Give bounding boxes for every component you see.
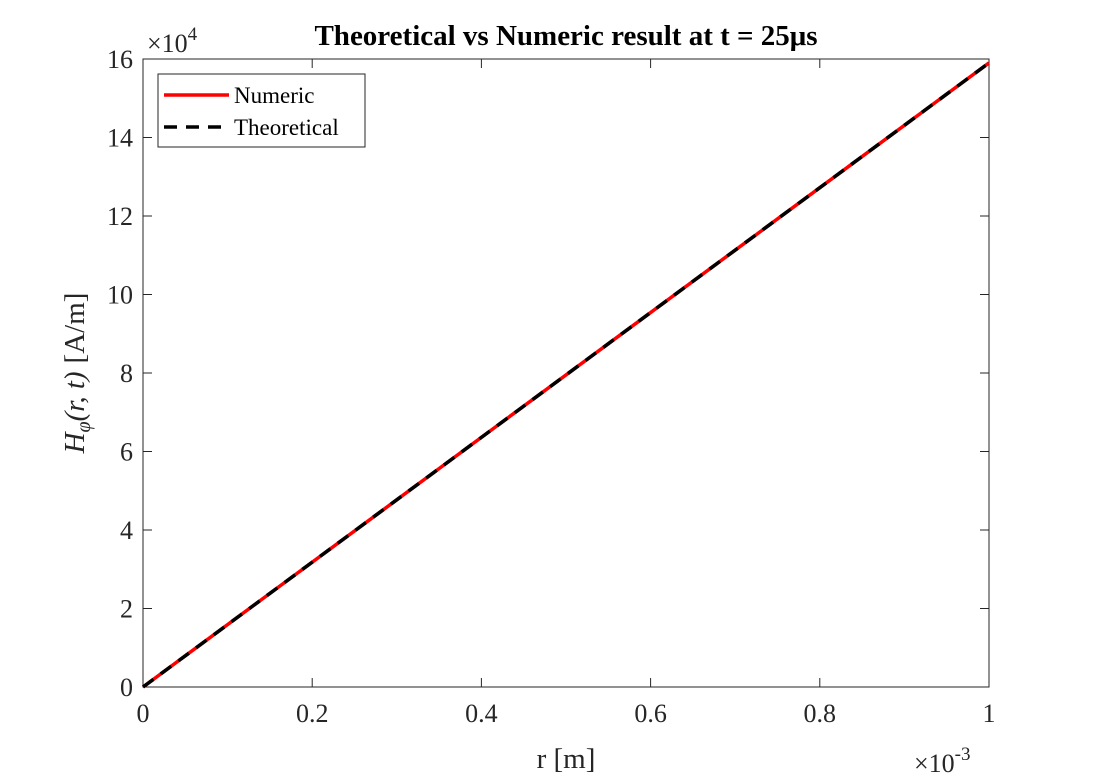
y-tick-label: 12 [107,202,133,231]
y-label-unit: [A/m] [59,293,91,364]
x-tick-label: 1 [983,699,996,728]
y-tick-label: 10 [107,281,133,310]
x-tick-label: 0.2 [296,699,329,728]
x-tick-label: 0.4 [465,699,498,728]
y-axis-label: Hφ(r, t) [A/m] [59,293,95,455]
y-tick-label: 14 [107,124,133,153]
y-tick-label: 16 [107,45,133,74]
series-line-numeric [141,61,991,689]
y-label-args: (r, t) [59,371,91,421]
series-layer [141,61,991,689]
x-axis-label: r [m] [537,743,596,775]
y-tick-label: 4 [120,516,133,545]
x-axis-multiplier: ×10-3 [914,744,971,778]
x-multiplier-exponent: -3 [955,744,971,765]
x-tick-label: 0 [137,699,150,728]
y-tick-label: 0 [120,673,133,702]
chart-title: Theoretical vs Numeric result at t = 25μ… [314,20,817,52]
y-multiplier-exponent: 4 [188,24,198,45]
y-axis-multiplier: ×104 [147,24,198,58]
y-tick-label: 6 [120,438,133,467]
x-tick-label: 0.8 [804,699,837,728]
y-multiplier-base: ×10 [147,29,188,58]
y-tick-label: 2 [120,595,133,624]
x-tick-label: 0.6 [634,699,667,728]
y-label-symbol: H [59,430,91,454]
x-multiplier-base: ×10 [914,749,955,778]
legend: Numeric Theoretical [157,73,366,148]
y-tick-label: 8 [120,359,133,388]
legend-label-numeric: Numeric [234,83,314,108]
legend-label-theoretical: Theoretical [234,115,339,140]
y-label-subscript: φ [73,421,95,432]
legend-box [157,73,366,148]
